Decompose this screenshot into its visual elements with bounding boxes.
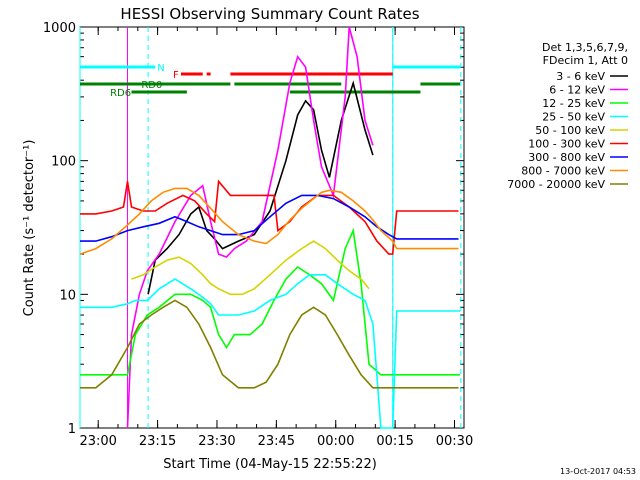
legend-header-line-2: FDecim 1, Att 0 <box>543 54 628 67</box>
y-tick-label: 1000 <box>43 21 76 36</box>
legend-entry-label: 300 - 800 keV <box>528 151 605 164</box>
x-axis-label: Start Time (04-May-15 22:55:22) <box>163 457 377 472</box>
series-line <box>126 26 374 429</box>
state-bar-label: RD6 <box>110 88 131 99</box>
timestamp: 13-Oct-2017 04:53 <box>560 467 636 476</box>
series-line <box>79 187 459 255</box>
legend-entry-label: 800 - 7000 keV <box>521 165 605 178</box>
y-tick-label: 1 <box>68 422 76 437</box>
y-tick-label: 100 <box>51 155 76 170</box>
series-line <box>80 274 460 429</box>
series-line <box>80 194 459 242</box>
state-bar-label: N <box>157 63 164 74</box>
legend-entry-label: 25 - 50 keV <box>542 111 605 124</box>
legend-entry-label: 100 - 300 keV <box>528 138 605 151</box>
x-tick-label: 23:00 <box>79 434 116 449</box>
x-tick-label: 23:45 <box>258 434 295 449</box>
series-line <box>80 299 459 389</box>
legend-entry-label: 7000 - 20000 keV <box>507 178 605 191</box>
legend-header-line-1: Det 1,3,5,6,7,9, <box>542 41 628 54</box>
legend-entry-label: 6 - 12 keV <box>549 84 605 97</box>
x-tick-label: 00:00 <box>317 434 354 449</box>
x-tick-label: 23:15 <box>139 434 176 449</box>
plot-area: 1 10 100 1000 23:00 23:15 23:30 23:45 00:00 00:15… <box>43 21 628 449</box>
series-line <box>80 227 460 376</box>
legend-entry-label: 3 - 6 keV <box>556 70 605 83</box>
x-tick-label: 23:30 <box>198 434 235 449</box>
legend-entry-label: 50 - 100 keV <box>535 124 605 137</box>
x-tick-label: 00:15 <box>376 434 413 449</box>
chart-title: HESSI Observing Summary Count Rates <box>120 5 419 23</box>
y-tick-label: 10 <box>59 288 76 303</box>
x-tick-label: 00:30 <box>436 434 473 449</box>
series-line <box>131 240 370 296</box>
state-bar-label: F <box>173 70 179 81</box>
state-bar-label: RD0 <box>141 80 162 91</box>
series-line <box>80 179 459 255</box>
legend-entry-label: 12 - 25 keV <box>542 97 605 110</box>
y-axis-label: Count Rate (s⁻¹ detector⁻¹) <box>22 140 37 317</box>
